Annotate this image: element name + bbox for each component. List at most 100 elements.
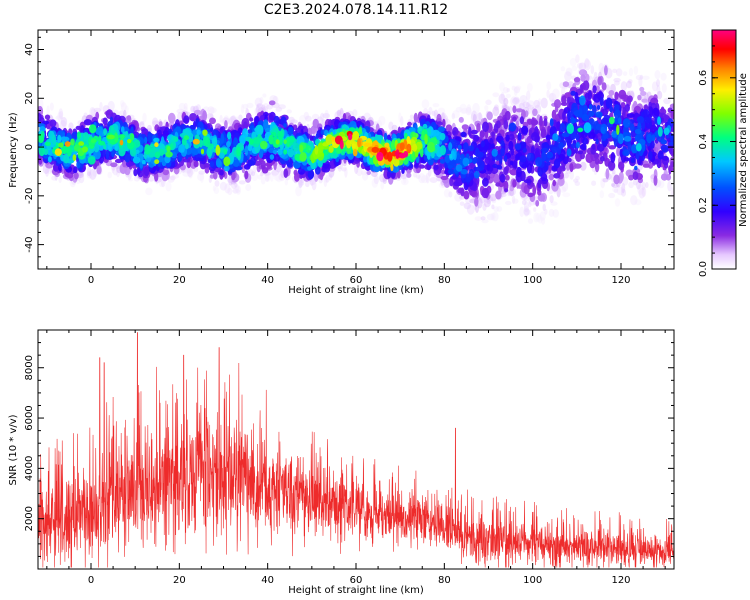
spectrogram-cell <box>431 110 436 117</box>
snr-x-tick-label: 100 <box>523 575 542 586</box>
spectrogram-cell <box>613 188 619 194</box>
spectrogram-cell <box>54 148 62 157</box>
spectrogram-cell <box>60 117 68 127</box>
spectrogram-cell <box>356 166 363 177</box>
spectrogram-cell <box>656 79 660 87</box>
spectrogram-cell <box>162 130 169 136</box>
spectrogram-cell <box>234 182 238 188</box>
spectrogram-cell <box>314 145 319 155</box>
spectrogram-cell <box>83 132 89 140</box>
spectrogram-cell <box>551 147 559 153</box>
spectrogram-cell <box>612 68 618 73</box>
colorbar-tick-label: 0.0 <box>698 261 709 277</box>
spectrogram-cell <box>324 109 329 120</box>
spectrogram-cell <box>613 174 620 185</box>
spectrogram-cell <box>665 174 672 181</box>
spectrogram-cell <box>564 71 572 82</box>
spectrogram-cell <box>523 208 530 216</box>
spectrogram-cell <box>515 154 520 161</box>
spectrogram-cell <box>414 162 418 168</box>
spectrogram-cell <box>505 200 512 206</box>
spectrogram-cell <box>573 77 581 83</box>
spectrogram-cell <box>344 166 348 178</box>
spectrogram-cell <box>599 151 603 156</box>
spectrogram-cell <box>612 186 619 193</box>
spectrogram-cell <box>227 187 233 196</box>
spectrogram-cell <box>503 97 509 106</box>
spectrogram-cell <box>298 176 304 188</box>
spectrogram-cell <box>617 117 622 125</box>
spectrogram-cell <box>493 123 499 133</box>
spectrogram-cell <box>351 143 357 149</box>
spectrogram-cell <box>437 107 446 115</box>
spectrogram-cell <box>455 106 463 113</box>
spectrogram-cell <box>323 177 329 183</box>
spectrogram-cell <box>477 151 482 159</box>
spectrogram-cell <box>469 198 476 204</box>
spectrogram-cell <box>98 135 102 144</box>
spectrogram-cell <box>153 137 160 143</box>
spectrogram-cell <box>599 190 605 199</box>
spectrogram-cell <box>581 113 590 122</box>
spectrogram-cell <box>630 157 636 163</box>
spectrogram-cell <box>214 180 220 187</box>
spectrogram-cell <box>510 96 518 107</box>
spectrogram-cell <box>660 139 667 145</box>
spectrogram-cell <box>585 73 590 82</box>
spectrogram-cell <box>89 107 96 117</box>
spectrogram-cell <box>60 136 68 142</box>
spectrogram-cell <box>612 169 616 175</box>
spectrogram-cell <box>439 159 445 164</box>
spectrogram-cell <box>505 174 510 181</box>
snr-series-line <box>38 332 674 568</box>
spectrogram-cell <box>439 163 443 171</box>
spectrogram-cell <box>238 114 243 121</box>
spectrogram-cell <box>320 112 325 123</box>
spectrogram-cell <box>443 188 451 198</box>
spectrogram-cell <box>558 142 564 150</box>
spectrogram-cell <box>472 102 480 114</box>
spectrogram-cell <box>537 101 542 111</box>
spectrogram-cell <box>232 189 241 194</box>
spectrogram-cell <box>628 79 633 84</box>
spectrogram-cell <box>144 136 148 144</box>
spectrogram-cell <box>523 206 530 217</box>
spectrogram-cell <box>452 130 457 136</box>
spectrogram-cell <box>407 121 412 127</box>
spectrogram-cell <box>90 108 96 116</box>
spectrogram-cell <box>637 94 642 101</box>
spectrogram-cell <box>654 70 661 80</box>
spectrogram-cell <box>342 147 347 152</box>
spectrogram-cell <box>491 148 498 157</box>
spectrogram-cell <box>608 90 615 96</box>
spectrogram-cell <box>660 106 665 114</box>
spectrogram-cell <box>553 173 561 179</box>
spectrogram-cell <box>522 147 527 153</box>
spectrogram-cell <box>337 165 342 172</box>
spectrogram-cell <box>451 113 455 120</box>
spectrogram-cell <box>403 173 407 184</box>
spectrogram-cell <box>352 109 358 117</box>
spectrogram-cell <box>623 150 629 156</box>
spectrogram-cell <box>183 102 188 110</box>
spectrogram-cell <box>380 180 385 190</box>
spectrogram-cell <box>496 206 503 212</box>
spectrogram-cell <box>479 196 485 204</box>
spectrogram-cell <box>449 153 453 159</box>
spectrogram-cell <box>188 167 194 179</box>
spectrogram-cell <box>657 116 661 125</box>
spectrogram-cell <box>636 116 645 124</box>
spectrogram-cell <box>582 80 590 91</box>
spectrogram-cell <box>507 190 512 197</box>
spectrogram-cell <box>261 104 266 112</box>
spectrogram-cell <box>628 181 634 189</box>
spectrogram-cell <box>204 137 211 148</box>
spectrogram-cell <box>105 149 110 160</box>
spectrogram-cell <box>637 184 644 195</box>
spectrogram-cell <box>527 218 534 224</box>
spectrogram-cell <box>667 180 672 192</box>
spectrogram-cell <box>630 195 638 206</box>
spectrogram-cell <box>227 131 232 140</box>
spectrogram-cell <box>358 126 363 135</box>
spectrogram-cell <box>230 181 238 189</box>
